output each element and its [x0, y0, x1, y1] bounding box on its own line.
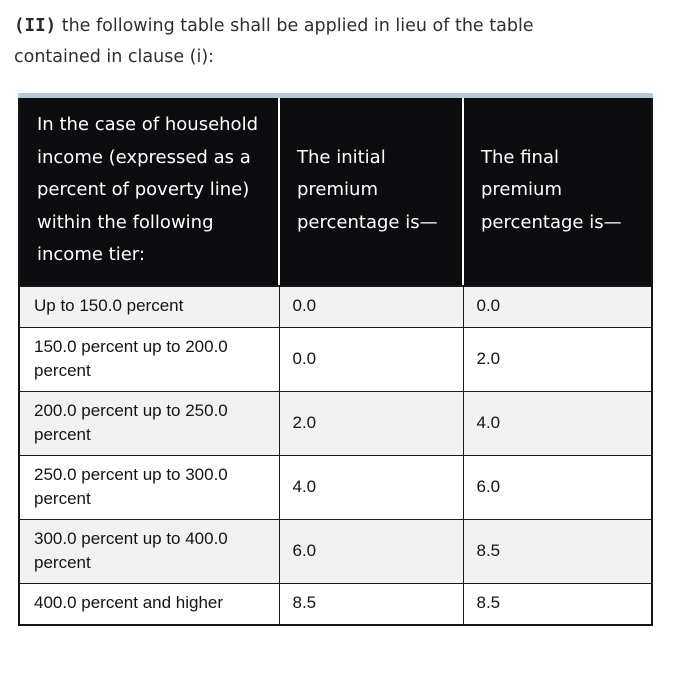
table-container: In the case of household income (express…	[18, 93, 653, 626]
cell-tier: 250.0 percent up to 300.0 percent	[18, 454, 280, 520]
cell-initial: 4.0	[278, 454, 464, 520]
cell-final: 4.0	[462, 390, 653, 456]
table-header-row: In the case of household income (express…	[19, 98, 652, 287]
table-row: 250.0 percent up to 300.0 percent 4.0 6.0	[18, 454, 653, 520]
cell-initial: 8.5	[278, 582, 464, 625]
header-income-tier: In the case of household income (express…	[19, 98, 280, 287]
table-row: 300.0 percent up to 400.0 percent 6.0 8.5	[18, 518, 653, 584]
table-row: Up to 150.0 percent 0.0 0.0	[18, 285, 653, 328]
cell-final: 8.5	[462, 582, 653, 625]
cell-tier: 300.0 percent up to 400.0 percent	[18, 518, 280, 584]
cell-initial: 2.0	[278, 390, 464, 456]
table-row: 150.0 percent up to 200.0 percent 0.0 2.0	[18, 326, 653, 392]
table-body: Up to 150.0 percent 0.0 0.0 150.0 percent u…	[18, 285, 653, 625]
intro-text: the following table shall be applied in …	[14, 16, 534, 67]
cell-final: 8.5	[462, 518, 653, 584]
table-row: 200.0 percent up to 250.0 percent 2.0 4.0	[18, 390, 653, 456]
header-initial-premium: The initial premium percentage is—	[278, 98, 464, 287]
cell-tier: Up to 150.0 percent	[18, 285, 280, 328]
cell-initial: 6.0	[278, 518, 464, 584]
cell-tier: 200.0 percent up to 250.0 percent	[18, 390, 280, 456]
cell-tier: 400.0 percent and higher	[18, 582, 280, 625]
cell-initial: 0.0	[278, 285, 464, 328]
header-final-premium: The final premium percentage is—	[462, 98, 652, 287]
premium-percentage-table: In the case of household income (express…	[18, 98, 653, 626]
cell-final: 6.0	[462, 454, 653, 520]
intro-paragraph: (II) the following table shall be applie…	[0, 0, 622, 73]
clause-label: (II)	[14, 16, 57, 36]
cell-tier: 150.0 percent up to 200.0 percent	[18, 326, 280, 392]
cell-final: 0.0	[462, 285, 653, 328]
cell-final: 2.0	[462, 326, 653, 392]
cell-initial: 0.0	[278, 326, 464, 392]
table-row: 400.0 percent and higher 8.5 8.5	[18, 582, 653, 625]
